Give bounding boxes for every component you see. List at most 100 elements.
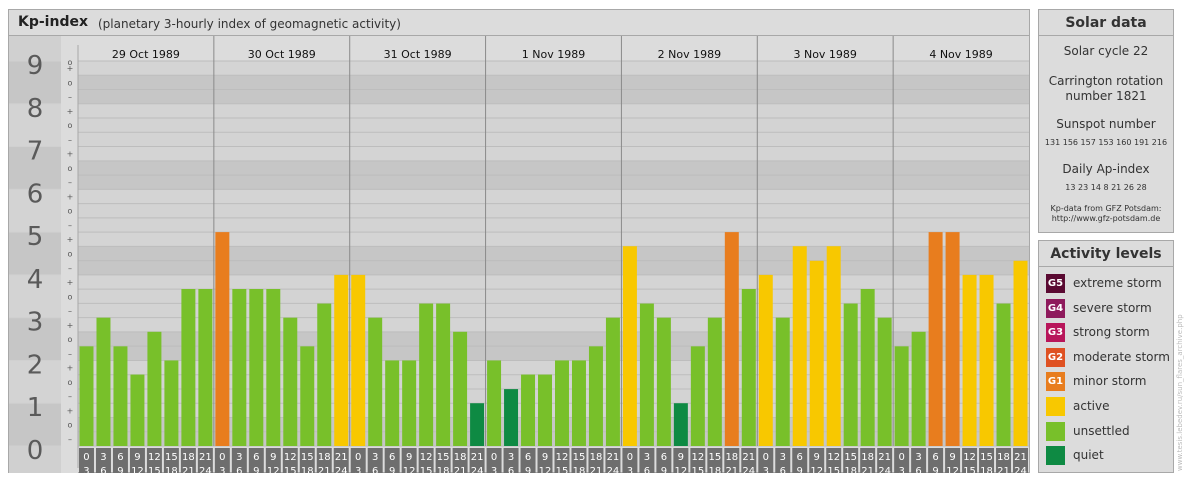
level-band-top bbox=[78, 146, 1029, 161]
kp-bar: 2o bbox=[402, 360, 417, 446]
kp-bar: 2+ bbox=[588, 346, 603, 446]
kp-index-panel: Kp-index (planetary 3-hourly index of ge… bbox=[8, 9, 1030, 473]
x-tick-label-start: 21 bbox=[471, 452, 484, 463]
x-tick-label-end: 18 bbox=[437, 466, 450, 473]
x-tick-label-start: 6 bbox=[661, 452, 667, 463]
level-band-top bbox=[78, 403, 1029, 418]
y-minor-tick-label: o bbox=[68, 58, 73, 67]
kp-bar: 4- bbox=[249, 289, 264, 446]
x-tick-box bbox=[401, 448, 417, 473]
x-tick-box bbox=[180, 448, 196, 473]
kp-bar: 2o bbox=[487, 360, 502, 446]
x-tick-box bbox=[656, 448, 672, 473]
x-tick-label-start: 0 bbox=[219, 452, 225, 463]
kp-bar: 3+ bbox=[419, 303, 434, 446]
y-minor-tick-label: o bbox=[68, 292, 73, 301]
x-tick-label-start: 6 bbox=[117, 452, 123, 463]
level-band-top bbox=[78, 232, 1029, 247]
kp-bar: 3o bbox=[707, 317, 722, 446]
x-tick-label-end: 6 bbox=[780, 466, 786, 473]
x-tick-label-end: 12 bbox=[539, 466, 552, 473]
y-band-label-bg bbox=[9, 189, 61, 232]
x-tick-label-start: 0 bbox=[83, 452, 89, 463]
y-tick-label: 5 bbox=[27, 222, 44, 252]
x-tick-label-start: 12 bbox=[420, 452, 433, 463]
sunspot-title: Sunspot number bbox=[1056, 117, 1156, 131]
day-label: 3 Nov 1989 bbox=[793, 48, 856, 61]
kp-bar: 4- bbox=[741, 289, 756, 446]
y-minor-tick-label: o bbox=[68, 164, 73, 173]
y-minor-tick-label: + bbox=[67, 107, 74, 116]
kp-bar: 3o bbox=[368, 317, 383, 446]
x-tick-box bbox=[231, 448, 247, 473]
x-tick-label-end: 3 bbox=[219, 466, 225, 473]
x-tick-label-end: 12 bbox=[810, 466, 823, 473]
kp-bar: 5- bbox=[826, 246, 841, 446]
x-tick-label-end: 9 bbox=[932, 466, 938, 473]
x-tick-box bbox=[79, 448, 94, 473]
y-minor-tick-label: + bbox=[67, 406, 74, 415]
x-tick-label-start: 6 bbox=[932, 452, 938, 463]
kp-bar: 2- bbox=[521, 374, 536, 446]
y-minor-tick-label: – bbox=[68, 392, 72, 401]
x-tick-label-start: 9 bbox=[949, 452, 955, 463]
legend-swatch: G3 bbox=[1046, 323, 1065, 343]
kp-bar: 4o bbox=[334, 274, 349, 446]
page-title: Kp-index bbox=[18, 14, 88, 30]
x-tick-box bbox=[911, 448, 927, 473]
x-tick-box bbox=[605, 448, 621, 473]
data-source-link[interactable]: http://www.gfz-potsdam.de bbox=[1051, 214, 1161, 223]
x-tick-label-start: 15 bbox=[301, 452, 314, 463]
kp-bar: 2+ bbox=[300, 346, 315, 446]
level-band-top bbox=[78, 274, 1029, 290]
legend-swatch bbox=[1046, 421, 1065, 441]
x-tick-box bbox=[996, 448, 1012, 473]
x-tick-label-end: 18 bbox=[301, 466, 314, 473]
day-label: 2 Nov 1989 bbox=[658, 48, 721, 61]
y-minor-tick-label: o bbox=[68, 250, 73, 259]
y-tick-label: 3 bbox=[27, 308, 44, 338]
x-tick-label-end: 18 bbox=[844, 466, 857, 473]
y-minor-tick-label: + bbox=[67, 321, 74, 330]
y-minor-tick-label: o bbox=[68, 421, 73, 430]
x-tick-label-end: 24 bbox=[1014, 466, 1027, 473]
x-tick-label-end: 21 bbox=[590, 466, 603, 473]
kp-bar: 3o bbox=[605, 317, 620, 446]
x-tick-label-start: 15 bbox=[437, 452, 450, 463]
day-label: 1 Nov 1989 bbox=[522, 48, 585, 61]
x-tick-box bbox=[639, 448, 655, 473]
legend-label: moderate storm bbox=[1073, 349, 1170, 364]
x-tick-box bbox=[316, 448, 332, 473]
x-tick-box bbox=[792, 448, 808, 473]
kp-bar: 2+ bbox=[894, 346, 909, 446]
carrington-number: number 1821 bbox=[1065, 89, 1147, 103]
day-label: 30 Oct 1989 bbox=[248, 48, 316, 61]
y-minor-tick-label: + bbox=[67, 278, 74, 287]
legend-label: unsettled bbox=[1073, 423, 1130, 438]
x-tick-box bbox=[146, 448, 162, 473]
x-tick-box bbox=[877, 448, 893, 473]
y-minor-tick-label: + bbox=[67, 64, 74, 73]
x-tick-label-end: 12 bbox=[267, 466, 280, 473]
x-tick-label-start: 3 bbox=[780, 452, 786, 463]
kp-bar: 2o bbox=[555, 360, 569, 446]
x-tick-label-end: 9 bbox=[117, 466, 123, 473]
credit-text: www.tesis.lebedev.ru/sun_flares_archive.… bbox=[1176, 314, 1184, 471]
kp-bar: 1o bbox=[470, 403, 485, 446]
kp-chart: 0123456789–o+–o+–o+–o+–o+–o+–o+–o+–o+o29… bbox=[9, 36, 1029, 473]
y-band-label-bg bbox=[9, 275, 61, 318]
x-tick-box bbox=[214, 448, 230, 473]
x-tick-label-start: 9 bbox=[814, 452, 820, 463]
kp-bar: 3+ bbox=[436, 303, 451, 446]
x-tick-label-end: 21 bbox=[454, 466, 467, 473]
x-tick-label-start: 12 bbox=[284, 452, 297, 463]
kp-bar: 5o bbox=[945, 232, 960, 446]
x-tick-label-start: 0 bbox=[355, 452, 361, 463]
y-band-label-bg bbox=[9, 61, 61, 104]
kp-panel-header: Kp-index (planetary 3-hourly index of ge… bbox=[9, 10, 1029, 36]
x-tick-label-end: 15 bbox=[284, 466, 297, 473]
x-tick-label-end: 12 bbox=[131, 466, 144, 473]
y-band-label-bg bbox=[9, 360, 61, 403]
x-tick-label-start: 21 bbox=[607, 452, 620, 463]
x-tick-label-end: 6 bbox=[236, 466, 242, 473]
